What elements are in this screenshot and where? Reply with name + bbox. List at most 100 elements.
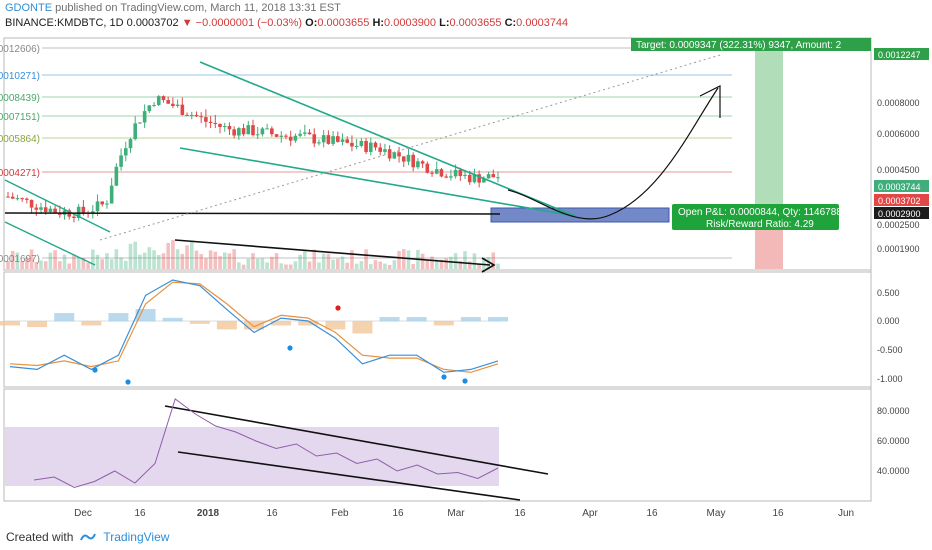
volume-bar: [119, 257, 123, 269]
volume-bar: [467, 261, 472, 269]
candle-body: [373, 142, 378, 148]
volume-bar: [29, 249, 34, 269]
candle-body: [326, 135, 331, 144]
volume-bar: [6, 261, 10, 269]
macd-signal-dot: [92, 367, 98, 373]
candle-body: [331, 136, 335, 144]
time-axis-tick: 16: [646, 508, 658, 519]
forecast-arrow: [699, 85, 721, 118]
volume-bar: [43, 261, 48, 269]
volume-bars: [6, 240, 500, 269]
volume-bar: [430, 256, 434, 269]
macd-line: [9, 279, 499, 373]
candle-body: [397, 152, 401, 157]
candle-body: [152, 105, 156, 107]
macd-pane[interactable]: [3, 271, 872, 388]
entry-price-text: 0.0002900: [878, 209, 921, 219]
time-axis-tick: 16: [514, 508, 526, 519]
macd-axis-tick: 0.000: [877, 316, 900, 326]
author-name[interactable]: GDONTE: [5, 2, 53, 14]
ohlc-line: BINANCE:KMDBTC, 1D 0.0003702 ▼ −0.000000…: [5, 17, 568, 29]
macd-histogram-bar: [27, 321, 48, 328]
rsi-band: [5, 427, 499, 486]
candle-body: [312, 134, 317, 144]
candle-body: [340, 139, 345, 142]
last-price-tag: [874, 194, 929, 206]
volume-bar: [227, 253, 232, 269]
candle-body: [128, 139, 133, 149]
candles: [6, 94, 500, 223]
candle-body: [156, 96, 161, 106]
rsi-axis-tick: 60.0000: [877, 436, 910, 446]
candle-body: [105, 203, 109, 205]
volume-bar: [81, 257, 86, 269]
candle-body: [260, 128, 265, 135]
volume-bar: [317, 262, 321, 269]
time-axis-tick: Mar: [447, 508, 465, 519]
volume-bar: [425, 259, 430, 269]
volume-bar: [387, 264, 392, 269]
candle-body: [171, 103, 175, 106]
volume-bar: [477, 263, 481, 269]
price-pane[interactable]: [3, 37, 872, 271]
macd-histogram-bar: [54, 313, 75, 322]
time-axis-tick: 16: [392, 508, 404, 519]
volume-bar: [321, 253, 326, 269]
volume-bar: [449, 256, 453, 269]
volume-bar: [420, 253, 425, 269]
price-change: −0.0000001 (−0.03%): [195, 17, 303, 29]
candle-body: [392, 152, 397, 159]
volume-bar: [434, 259, 439, 269]
macd-axis-tick: -0.500: [877, 345, 903, 355]
fib-label: 0.382(0.0005864): [0, 134, 40, 145]
candle-body: [411, 154, 415, 168]
candle-body: [491, 174, 496, 178]
volume-bar: [213, 251, 218, 269]
tradingview-brand[interactable]: TradingView: [103, 530, 170, 544]
high-label: H:: [372, 17, 385, 29]
macd-histogram-bar: [406, 317, 427, 322]
price-axis-tick: 0.0002500: [877, 220, 920, 230]
candle-body: [317, 142, 321, 144]
fib-label: 1(0.0012606): [0, 44, 40, 55]
target-price-tag: [874, 48, 929, 60]
volume-bar: [288, 264, 293, 269]
candle-body: [95, 201, 100, 212]
volume-bar: [298, 254, 302, 269]
candle-body: [354, 145, 359, 147]
volume-bar: [232, 249, 236, 269]
volume-bar: [350, 250, 354, 269]
candle-body: [472, 174, 477, 183]
candle-body: [383, 149, 387, 152]
candle-body: [39, 207, 43, 210]
candle-body: [255, 134, 260, 136]
candle-body: [387, 149, 392, 159]
fib-label: 0.236(0.0004271): [0, 168, 40, 179]
created-with-label: Created with: [6, 530, 74, 544]
price-axis-tick: 0.0008000: [877, 98, 920, 108]
candle-body: [359, 140, 364, 146]
low-value: 0.0003655: [449, 17, 502, 29]
volume-bar: [392, 260, 397, 269]
volume-trend: [174, 239, 491, 266]
candle-body: [265, 128, 269, 130]
volume-bar: [133, 241, 138, 269]
time-axis-tick: May: [707, 508, 726, 519]
volume-bar: [241, 264, 246, 269]
left-channel-upper: [4, 179, 111, 233]
candle-body: [458, 169, 463, 176]
trend-lines: [4, 54, 721, 501]
candle-body: [350, 142, 354, 147]
macd-histogram-bar: [271, 321, 292, 326]
volume-bar: [39, 260, 43, 269]
rsi-trend-upper: [164, 405, 549, 475]
volume-bar: [458, 260, 463, 269]
macd-signal-dot: [335, 305, 341, 311]
candle-body: [180, 104, 185, 115]
publish-info: published on TradingView.com, March 11, …: [52, 2, 341, 14]
volume-bar: [359, 261, 364, 269]
candle-body: [449, 176, 453, 178]
volume-trend-arrow: [481, 257, 496, 273]
symbol-label: BINANCE:KMDBTC, 1D: [5, 17, 124, 29]
